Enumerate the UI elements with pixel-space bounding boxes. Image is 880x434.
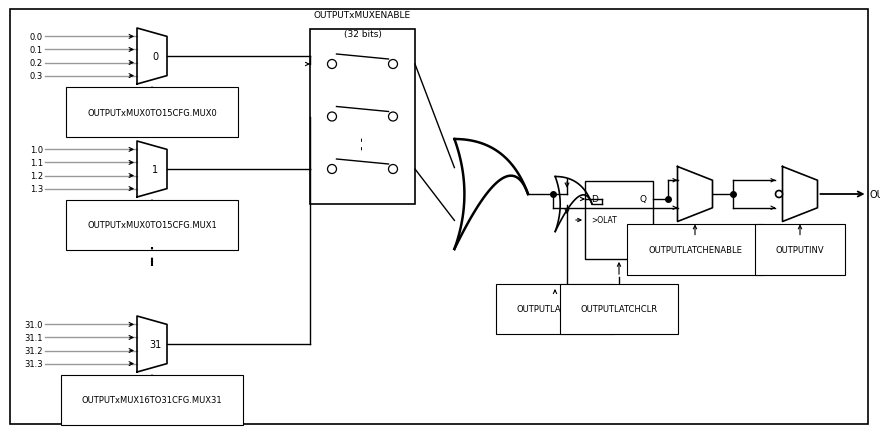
- Text: 1: 1: [152, 164, 158, 174]
- Bar: [310, 30, 415, 204]
- Text: 31: 31: [149, 339, 161, 349]
- Text: Q: Q: [640, 237, 647, 246]
- Text: Q: Q: [640, 195, 647, 204]
- Polygon shape: [454, 140, 528, 250]
- Circle shape: [327, 165, 336, 174]
- Text: 0.3: 0.3: [30, 72, 43, 81]
- Text: 0.0: 0.0: [30, 33, 43, 42]
- Text: 31.2: 31.2: [25, 346, 43, 355]
- Text: 1.1: 1.1: [30, 158, 43, 168]
- Text: 31.1: 31.1: [25, 333, 43, 342]
- Text: (32 bits): (32 bits): [343, 30, 381, 39]
- Circle shape: [388, 113, 398, 122]
- Text: 0.2: 0.2: [30, 59, 43, 68]
- Text: OUTPUTLATCHENABLE: OUTPUTLATCHENABLE: [648, 246, 742, 254]
- Bar: [585, 181, 653, 260]
- Text: >OLAT: >OLAT: [591, 216, 617, 225]
- Circle shape: [327, 60, 336, 69]
- Text: 1.2: 1.2: [30, 171, 43, 181]
- Text: 1.0: 1.0: [30, 145, 43, 155]
- Circle shape: [388, 165, 398, 174]
- Text: OUTPUTx: OUTPUTx: [869, 190, 880, 200]
- Text: 31.3: 31.3: [25, 359, 43, 368]
- Text: OUTPUTLATCHCLR: OUTPUTLATCHCLR: [581, 305, 657, 314]
- Polygon shape: [678, 167, 713, 222]
- Polygon shape: [782, 167, 818, 222]
- Polygon shape: [454, 140, 528, 250]
- Text: OUTPUTxMUX16TO31CFG.MUX31: OUTPUTxMUX16TO31CFG.MUX31: [82, 395, 223, 404]
- Text: 0.1: 0.1: [30, 46, 43, 55]
- Circle shape: [327, 113, 336, 122]
- Circle shape: [775, 191, 782, 198]
- Text: 31.0: 31.0: [25, 320, 43, 329]
- Polygon shape: [555, 177, 592, 232]
- Text: OUTPUTINV: OUTPUTINV: [775, 246, 825, 254]
- Text: - -: - -: [356, 137, 369, 150]
- Text: OUTPUTxMUX0TO15CFG.MUX1: OUTPUTxMUX0TO15CFG.MUX1: [87, 221, 216, 230]
- Text: 1.3: 1.3: [30, 185, 43, 194]
- Text: D: D: [591, 195, 598, 204]
- Text: OUTPUTxMUXENABLE: OUTPUTxMUXENABLE: [314, 11, 411, 20]
- Polygon shape: [555, 177, 592, 232]
- Circle shape: [388, 60, 398, 69]
- Text: OUTPUTLATCHFRC: OUTPUTLATCHFRC: [517, 305, 593, 314]
- Text: OUTPUTxMUX0TO15CFG.MUX0: OUTPUTxMUX0TO15CFG.MUX0: [87, 108, 216, 117]
- Text: 0: 0: [152, 52, 158, 62]
